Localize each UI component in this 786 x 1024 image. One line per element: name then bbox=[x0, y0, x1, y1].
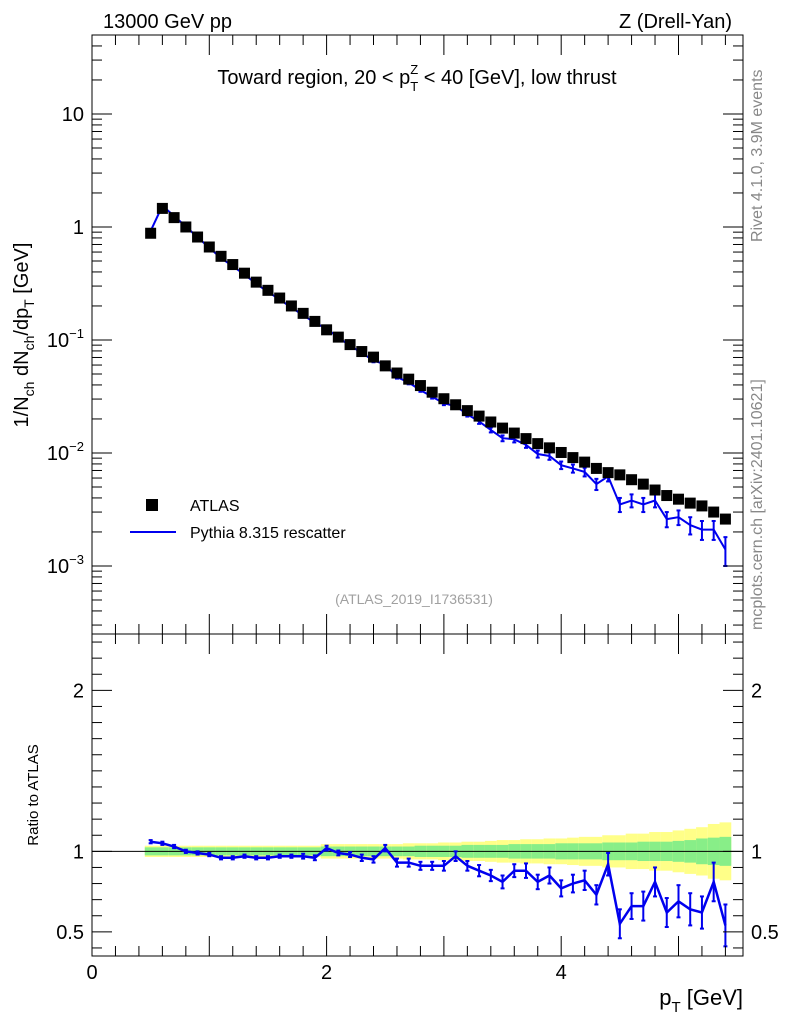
atlas-data-point bbox=[274, 292, 286, 304]
x-axis-label: pT [GeV] bbox=[659, 985, 743, 1016]
atlas-data-point bbox=[461, 405, 473, 417]
mcplots-label: mcplots.cern.ch [arXiv:2401.10621] bbox=[749, 379, 766, 630]
atlas-data-point bbox=[227, 259, 239, 271]
atlas-data-point bbox=[555, 446, 567, 458]
main-y-tick-label: 10−3 bbox=[47, 552, 84, 578]
ratio-frame bbox=[91, 633, 744, 957]
atlas-data-point bbox=[250, 276, 262, 288]
ratio-y-tick-label-left: 2 bbox=[73, 680, 84, 702]
main-marks bbox=[145, 202, 731, 567]
atlas-data-point bbox=[391, 367, 403, 379]
atlas-data-point bbox=[192, 231, 204, 243]
main-y-tick-label: 10 bbox=[62, 104, 84, 126]
atlas-data-point bbox=[321, 324, 333, 336]
atlas-data-point bbox=[567, 452, 579, 464]
main-y-tick-label: 10−1 bbox=[47, 326, 84, 352]
atlas-data-point bbox=[180, 221, 192, 233]
legend: ATLAS Pythia 8.315 rescatter bbox=[130, 498, 346, 542]
atlas-data-point bbox=[672, 493, 684, 505]
atlas-data-point bbox=[626, 474, 638, 486]
ratio-panel: 0.5 0.5 1 1 2 2 0 2 4 Ratio to ATLAS bbox=[25, 633, 779, 984]
atlas-data-point bbox=[684, 497, 696, 509]
x-tick-label: 0 bbox=[86, 962, 97, 984]
legend-atlas-label: ATLAS bbox=[190, 498, 240, 515]
x-tick-label: 2 bbox=[321, 962, 332, 984]
atlas-data-point bbox=[203, 241, 215, 253]
atlas-data-point bbox=[403, 373, 415, 385]
analysis-watermark: (ATLAS_2019_I1736531) bbox=[335, 591, 493, 607]
atlas-data-point bbox=[262, 284, 274, 296]
atlas-data-point bbox=[356, 346, 368, 358]
atlas-data-point bbox=[285, 300, 297, 312]
atlas-data-point bbox=[156, 202, 168, 214]
atlas-data-point bbox=[145, 227, 157, 239]
atlas-data-point bbox=[450, 399, 462, 411]
main-frame bbox=[91, 34, 744, 635]
atlas-data-point bbox=[708, 506, 720, 518]
ratio-y-tick-label-left: 0.5 bbox=[56, 922, 84, 944]
atlas-data-point bbox=[637, 478, 649, 490]
atlas-data-point bbox=[438, 393, 450, 405]
main-y-tick-label: 1 bbox=[73, 217, 84, 239]
ratio-series-line bbox=[150, 840, 727, 928]
ratio-y-axis-label: Ratio to ATLAS bbox=[25, 744, 42, 845]
ratio-y-tick-label-left: 1 bbox=[73, 841, 84, 863]
ratio-y-tick-label-right: 0.5 bbox=[751, 922, 779, 944]
atlas-data-point bbox=[238, 267, 250, 279]
ratio-y-tick-label-right: 1 bbox=[751, 841, 762, 863]
atlas-data-point bbox=[414, 380, 426, 392]
header-left: 13000 GeV pp bbox=[103, 11, 232, 33]
legend-pythia-label: Pythia 8.315 rescatter bbox=[190, 525, 346, 542]
atlas-data-point bbox=[602, 467, 614, 479]
atlas-data-point bbox=[168, 212, 180, 224]
main-y-tick-label: 10−2 bbox=[47, 439, 84, 465]
ratio-ticks: 0.5 0.5 1 1 2 2 0 2 4 bbox=[56, 634, 779, 984]
atlas-data-point bbox=[661, 490, 673, 502]
atlas-data-point bbox=[696, 500, 708, 512]
x-tick-label: 4 bbox=[556, 962, 567, 984]
atlas-data-point bbox=[297, 307, 309, 319]
atlas-data-point bbox=[368, 351, 380, 363]
atlas-data-point bbox=[379, 360, 391, 372]
atlas-data-point bbox=[344, 339, 356, 351]
atlas-data-point bbox=[473, 410, 485, 422]
atlas-data-point bbox=[215, 250, 227, 262]
atlas-data-point bbox=[332, 331, 344, 343]
atlas-data-point bbox=[497, 422, 509, 434]
atlas-data-point bbox=[520, 433, 532, 445]
main-ticks: 10−3 10−2 10−1 1 10 bbox=[47, 34, 743, 634]
atlas-data-point bbox=[649, 484, 661, 496]
atlas-data-point bbox=[508, 427, 520, 439]
atlas-data-point bbox=[579, 456, 591, 468]
atlas-data-point bbox=[543, 442, 555, 454]
header-right: Z (Drell-Yan) bbox=[619, 11, 732, 33]
main-panel: 10−3 10−2 10−1 1 10 Toward region, 20 < pTZ … bbox=[11, 34, 744, 635]
main-title: Toward region, 20 < pTZ < 40 [GeV], low … bbox=[217, 62, 617, 94]
atlas-data-point bbox=[614, 469, 626, 481]
atlas-data-point bbox=[426, 386, 438, 398]
rivet-label: Rivet 4.1.0, 3.9M events bbox=[749, 69, 766, 242]
legend-atlas-marker bbox=[146, 499, 158, 511]
main-y-axis-label: 1/Nch dNch/dpT [GeV] bbox=[11, 243, 37, 428]
atlas-data-point bbox=[532, 438, 544, 450]
ratio-marks bbox=[148, 839, 728, 948]
atlas-data-point bbox=[485, 416, 497, 428]
atlas-data-point bbox=[719, 513, 731, 525]
atlas-data-point bbox=[309, 315, 321, 327]
ratio-y-tick-label-right: 2 bbox=[751, 680, 762, 702]
atlas-data-point bbox=[590, 462, 602, 474]
